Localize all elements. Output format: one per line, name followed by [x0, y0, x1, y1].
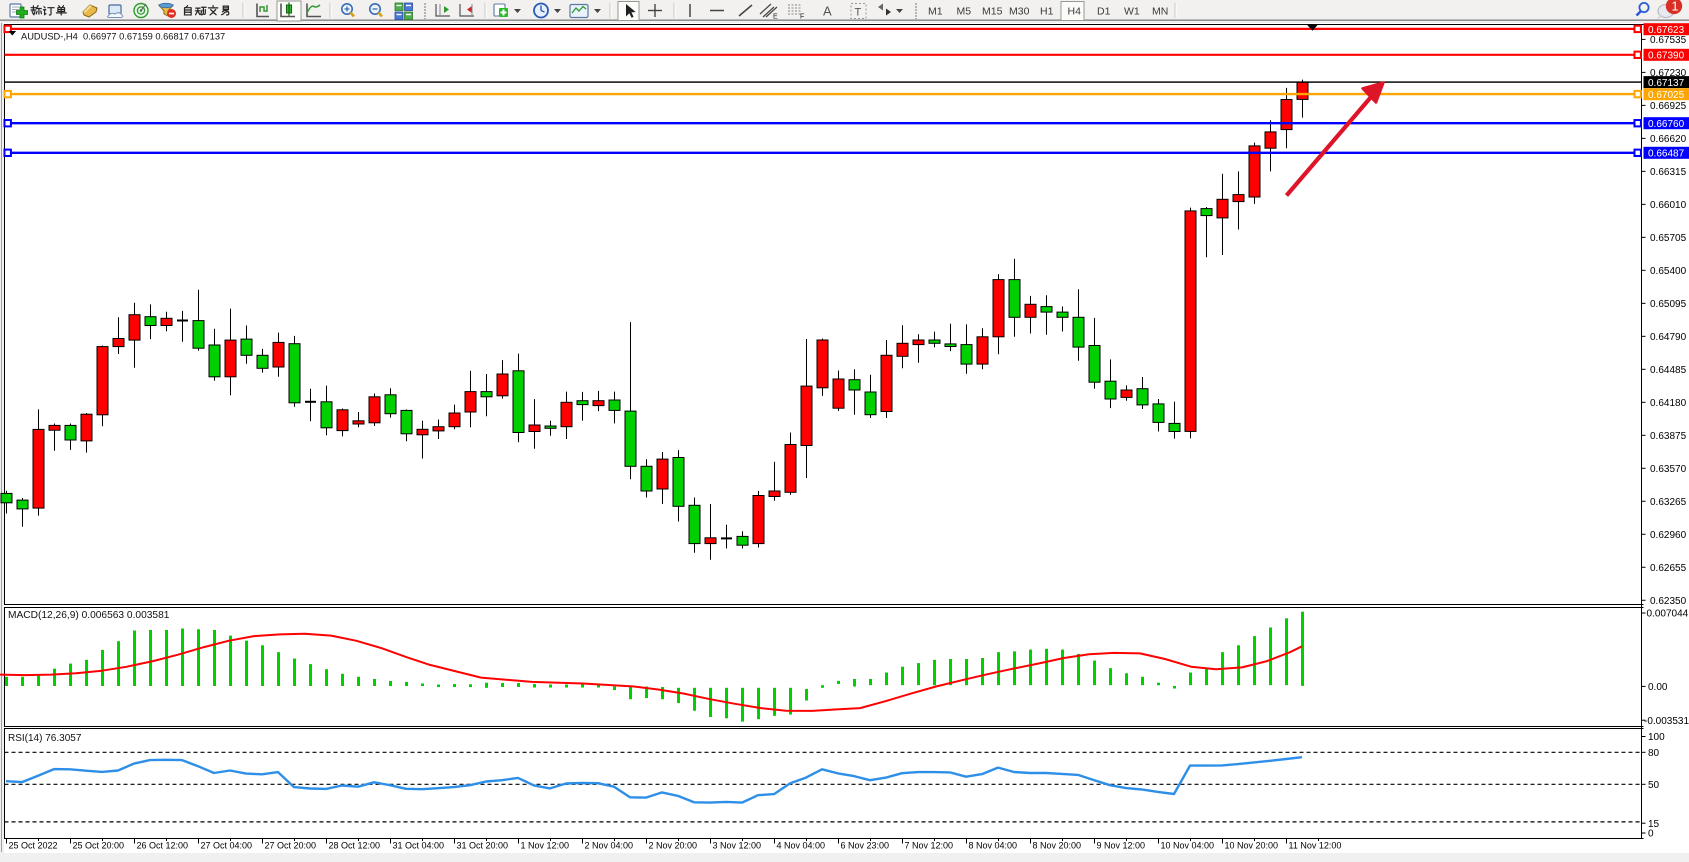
svg-text:0.62960: 0.62960 — [1650, 530, 1687, 541]
svg-text:MN: MN — [1152, 6, 1168, 18]
svg-text:25 Oct 20:00: 25 Oct 20:00 — [73, 841, 125, 851]
svg-text:0.67025: 0.67025 — [1648, 90, 1685, 101]
svg-text:H1: H1 — [1040, 6, 1054, 18]
svg-text:8 Nov 20:00: 8 Nov 20:00 — [1033, 841, 1082, 851]
svg-text:M1: M1 — [928, 6, 943, 18]
svg-text:25 Oct 2022: 25 Oct 2022 — [9, 841, 58, 851]
svg-text:0.67230: 0.67230 — [1650, 68, 1687, 79]
svg-text:H4: H4 — [1068, 6, 1082, 18]
svg-text:0.64790: 0.64790 — [1650, 332, 1687, 343]
svg-text:0: 0 — [1648, 829, 1654, 840]
svg-text:0.00: 0.00 — [1648, 682, 1668, 693]
svg-text:0.66010: 0.66010 — [1650, 200, 1687, 211]
svg-text:MACD(12,26,9) 0.006563 0.00358: MACD(12,26,9) 0.006563 0.003581 — [8, 610, 170, 621]
svg-text:27 Oct 20:00: 27 Oct 20:00 — [265, 841, 317, 851]
svg-text:-0.003531: -0.003531 — [1644, 716, 1689, 727]
svg-text:W1: W1 — [1124, 6, 1140, 18]
svg-text:1: 1 — [1672, 0, 1679, 14]
svg-text:8 Nov 04:00: 8 Nov 04:00 — [969, 841, 1018, 851]
svg-text:M30: M30 — [1009, 6, 1030, 18]
svg-text:11 Nov 12:00: 11 Nov 12:00 — [1289, 841, 1342, 851]
svg-text:2 Nov 04:00: 2 Nov 04:00 — [585, 841, 634, 851]
svg-text:0.65400: 0.65400 — [1650, 266, 1687, 277]
svg-text:M15: M15 — [982, 6, 1003, 18]
svg-text:0.66620: 0.66620 — [1650, 134, 1687, 145]
svg-text:10 Nov 20:00: 10 Nov 20:00 — [1225, 841, 1279, 851]
svg-text:0.67137: 0.67137 — [1648, 78, 1685, 89]
svg-text:0.66760: 0.66760 — [1648, 119, 1685, 130]
svg-text:31 Oct 04:00: 31 Oct 04:00 — [393, 841, 445, 851]
svg-text:E: E — [773, 14, 778, 21]
svg-text:0.64180: 0.64180 — [1650, 398, 1687, 409]
svg-text:0.67390: 0.67390 — [1648, 51, 1685, 62]
svg-text:15: 15 — [1648, 819, 1660, 830]
svg-text:F: F — [800, 14, 804, 21]
svg-text:26 Oct 12:00: 26 Oct 12:00 — [137, 841, 189, 851]
svg-text:9 Nov 12:00: 9 Nov 12:00 — [1097, 841, 1146, 851]
svg-text:27 Oct 04:00: 27 Oct 04:00 — [201, 841, 253, 851]
svg-text:0.63875: 0.63875 — [1650, 431, 1687, 442]
svg-text:0.64485: 0.64485 — [1650, 365, 1687, 376]
svg-text:0.63265: 0.63265 — [1650, 497, 1687, 508]
svg-text:0.65095: 0.65095 — [1650, 299, 1687, 310]
svg-text:6 Nov 23:00: 6 Nov 23:00 — [841, 841, 890, 851]
svg-text:AUDUSD-,H4 0.66977 0.67159 0.: AUDUSD-,H4 0.66977 0.67159 0.66817 0.671… — [21, 32, 225, 42]
svg-text:0.67535: 0.67535 — [1650, 35, 1687, 46]
svg-text:M5: M5 — [957, 6, 972, 18]
svg-text:T: T — [855, 7, 862, 19]
svg-text:1 Nov 12:00: 1 Nov 12:00 — [521, 841, 570, 851]
svg-text:0.62655: 0.62655 — [1650, 563, 1687, 574]
svg-text:31 Oct 20:00: 31 Oct 20:00 — [457, 841, 509, 851]
svg-text:100: 100 — [1648, 732, 1665, 743]
svg-text:0.62350: 0.62350 — [1650, 596, 1687, 607]
svg-text:3 Nov 12:00: 3 Nov 12:00 — [713, 841, 762, 851]
svg-text:0.66487: 0.66487 — [1648, 149, 1685, 160]
svg-text:0.63570: 0.63570 — [1650, 464, 1687, 475]
svg-text:80: 80 — [1648, 748, 1660, 759]
svg-text:10 Nov 04:00: 10 Nov 04:00 — [1161, 841, 1215, 851]
svg-text:0.66925: 0.66925 — [1650, 101, 1687, 112]
svg-text:0.007044: 0.007044 — [1647, 609, 1689, 620]
svg-text:50: 50 — [1648, 780, 1660, 791]
svg-text:2 Nov 20:00: 2 Nov 20:00 — [649, 841, 698, 851]
svg-text:7 Nov 12:00: 7 Nov 12:00 — [905, 841, 954, 851]
svg-text:0.65705: 0.65705 — [1650, 233, 1687, 244]
svg-text:0.66315: 0.66315 — [1650, 167, 1687, 178]
svg-text:A: A — [823, 4, 832, 19]
svg-text:4 Nov 04:00: 4 Nov 04:00 — [777, 841, 826, 851]
svg-text:28 Oct 12:00: 28 Oct 12:00 — [329, 841, 381, 851]
svg-text:0.67623: 0.67623 — [1648, 25, 1685, 36]
svg-text:RSI(14) 76.3057: RSI(14) 76.3057 — [8, 733, 82, 744]
svg-text:D1: D1 — [1097, 6, 1111, 18]
